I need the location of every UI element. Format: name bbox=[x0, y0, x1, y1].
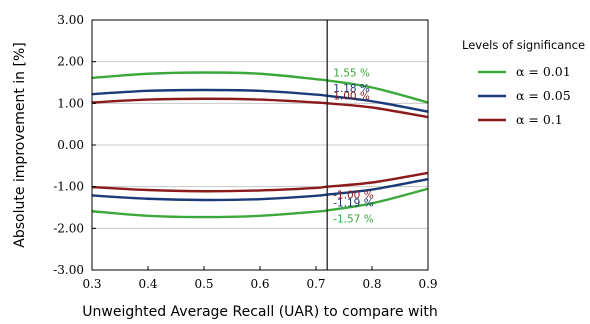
x-tick-label: 0.4 bbox=[138, 277, 157, 291]
x-tick-label: 0.7 bbox=[306, 277, 325, 291]
grid bbox=[92, 61, 428, 229]
x-tick-label: 0.8 bbox=[362, 277, 381, 291]
y-tick-label: 3.00 bbox=[57, 13, 84, 27]
x-axis-label: Unweighted Average Recall (UAR) to compa… bbox=[82, 304, 437, 320]
legend: Levels of significance α = 0.01 α = 0.05 α… bbox=[462, 38, 585, 127]
annotation-label: 1.55 % bbox=[333, 67, 370, 79]
ticks: -3.00 -2.00 -1.00 0.00 1.00 2.00 3.00 0.3 0.4 0.5… bbox=[53, 13, 437, 291]
annotation-label: -1.57 % bbox=[333, 213, 374, 225]
y-tick-label: -3.00 bbox=[53, 263, 84, 277]
annotation-label: 1.18 % bbox=[333, 83, 370, 95]
series-2-upper-line bbox=[91, 88, 429, 113]
x-tick-label: 0.5 bbox=[194, 277, 213, 291]
y-tick-label: -1.00 bbox=[53, 180, 84, 194]
legend-label: α = 0.05 bbox=[516, 88, 571, 103]
legend-label: α = 0.1 bbox=[516, 112, 563, 127]
series-2-lower-line bbox=[91, 177, 429, 202]
series-1-lower-line bbox=[91, 187, 429, 219]
series-curves bbox=[91, 71, 429, 219]
y-tick-label: 0.00 bbox=[57, 138, 84, 152]
annotation-label: 1.00 % bbox=[333, 90, 370, 102]
y-tick-label: 2.00 bbox=[57, 55, 84, 69]
y-tick-label: -2.00 bbox=[53, 221, 84, 235]
annotation-label: -1.00 % bbox=[333, 190, 374, 202]
annotation-label: -1.19 % bbox=[333, 198, 374, 210]
y-tick-label: 1.00 bbox=[57, 96, 84, 110]
x-tick-label: 0.9 bbox=[418, 277, 437, 291]
y-axis-label: Absolute improvement in [%] bbox=[12, 42, 28, 247]
annotations: 1.55 % 1.18 %1.00 % -1.00 %-1.19 % -1.57 % bbox=[333, 67, 374, 225]
series-3-upper-line bbox=[91, 97, 429, 119]
series-1-upper-line bbox=[91, 71, 429, 104]
legend-title: Levels of significance bbox=[462, 38, 585, 52]
series-3-lower-line bbox=[91, 171, 429, 193]
x-tick-label: 0.6 bbox=[250, 277, 269, 291]
x-tick-label: 0.3 bbox=[82, 277, 101, 291]
legend-label: α = 0.01 bbox=[516, 64, 571, 79]
